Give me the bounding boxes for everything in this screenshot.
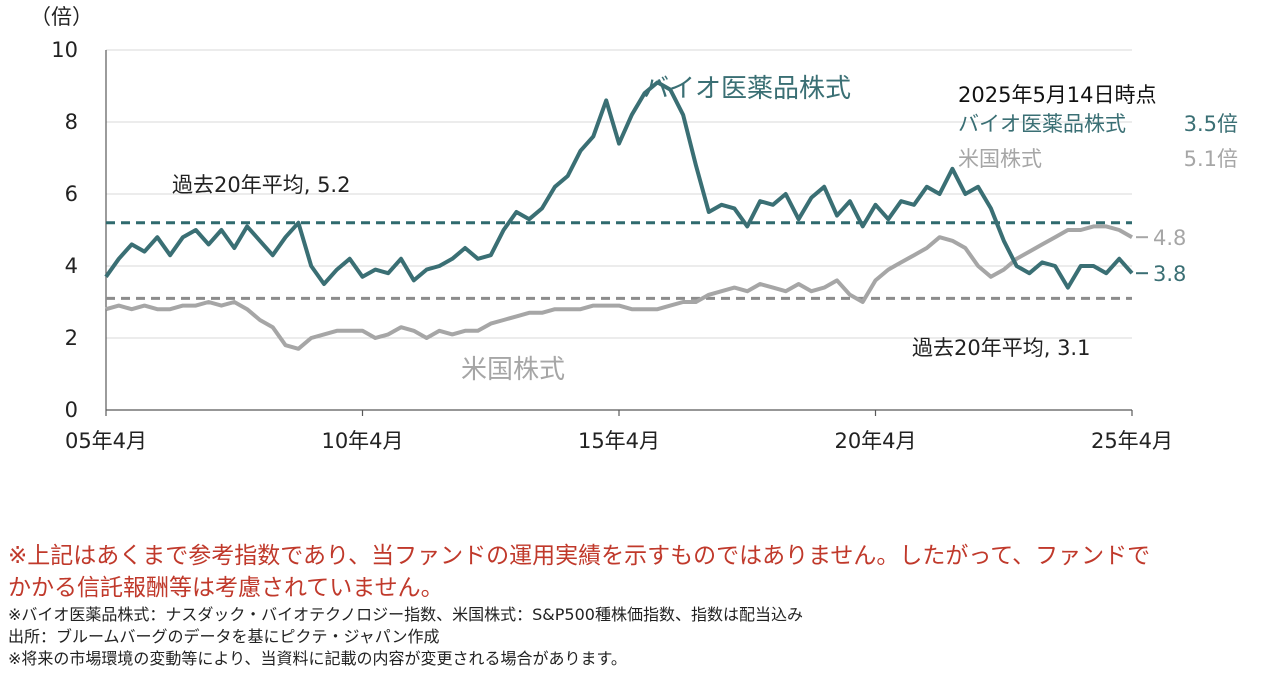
average-label-biotech: 過去20年平均, 5.2 [172,173,350,197]
footnotes: ※上記はあくまで参考指数であり、当ファンドの運用実績を示すものではありません。し… [8,540,1272,670]
y-tick-label: 0 [65,398,78,422]
average-label-us: 過去20年平均, 3.1 [912,336,1090,360]
biotech-series-line [104,80,1134,290]
snapshot-name: 米国株式 [958,147,1042,171]
x-tick-label: 20年4月 [834,429,916,453]
x-tick-label: 25年4月 [1091,429,1173,453]
snapshot-name: バイオ医薬品株式 [958,112,1126,136]
end-value-label: 4.8 [1153,226,1186,250]
index-note: ※バイオ医薬品株式：ナスダック・バイオテクノロジー指数、米国株式：S&P500種… [8,605,803,624]
y-axis-ticks: 0 2 4 6 8 10 [51,38,78,422]
disclaimer-line-2: かかる信託報酬等は考慮されていません。 [8,575,444,601]
snapshot-value: 3.5倍 [1184,112,1238,136]
y-tick-label: 8 [65,110,78,134]
y-tick-label: 10 [51,38,78,62]
y-unit-label: （倍） [30,5,93,29]
x-tick-label: 10年4月 [321,429,403,453]
series-label-biotech: バイオ医薬品株式 [643,74,851,104]
x-axis-ticks: 05年4月 10年4月 15年4月 20年4月 25年4月 [65,410,1173,453]
reference-lines: 過去20年平均, 5.2 過去20年平均, 3.1 [106,173,1132,360]
change-note: ※将来の市場環境の変動等により、当資料に記載の内容が変更される場合があります。 [8,649,627,668]
y-tick-label: 2 [65,326,78,350]
chart: （倍） 0 2 4 6 8 10 05年4月 10年4月 15年4月 20年4月 25年4月 過去… [30,5,1238,453]
end-value-label: 3.8 [1153,262,1186,286]
y-tick-label: 4 [65,254,78,278]
series-label-us: 米国株式 [461,355,565,385]
disclaimer-line-1: ※上記はあくまで参考指数であり、当ファンドの運用実績を示すものではありません。し… [8,543,1151,569]
x-tick-label: 05年4月 [65,429,147,453]
x-tick-label: 15年4月 [578,429,660,453]
snapshot-value: 5.1倍 [1184,147,1238,171]
source-note: 出所：ブルームバーグのデータを基にピクテ・ジャパン作成 [8,627,440,646]
y-tick-label: 6 [65,182,78,206]
series-lines [104,80,1134,351]
us-equity-series-line [105,224,1133,351]
snapshot-title: 2025年5月14日時点 [958,83,1157,107]
